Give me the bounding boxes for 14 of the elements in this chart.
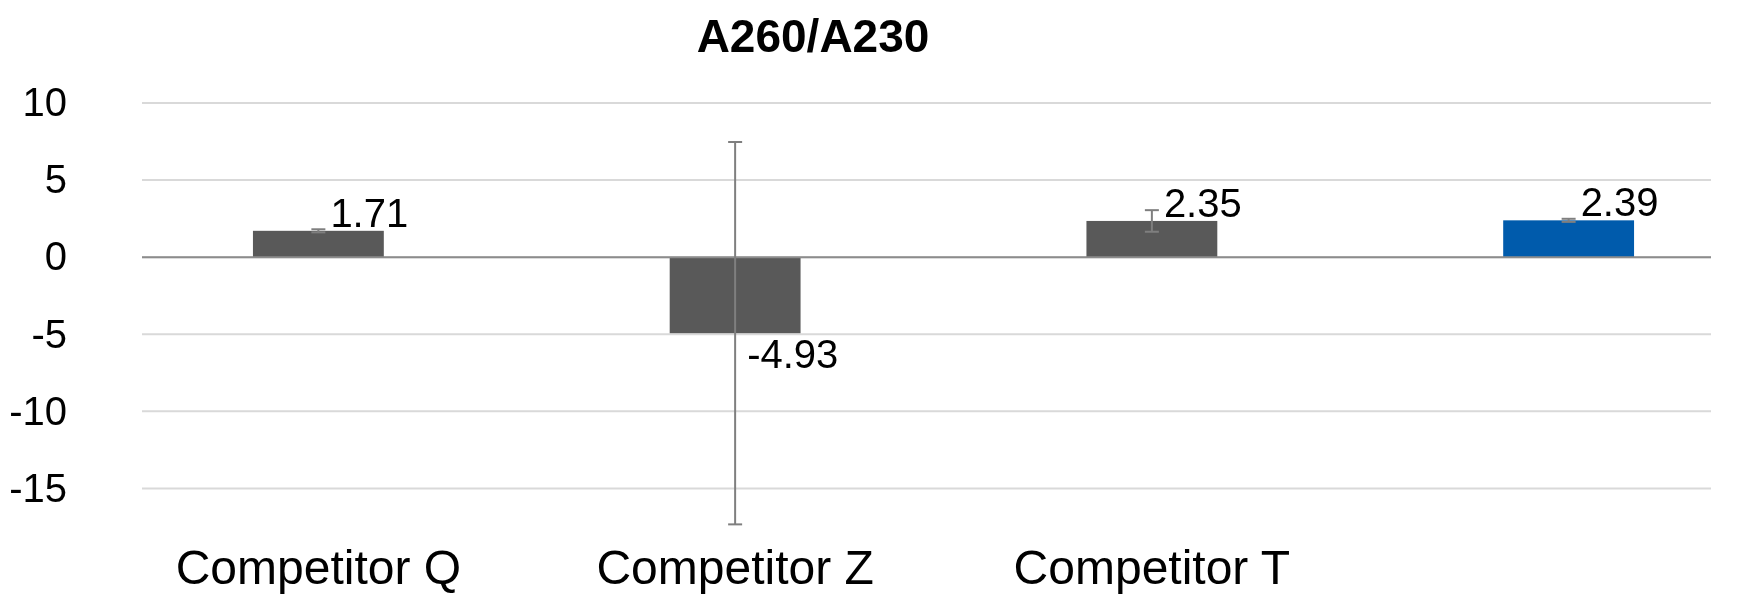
data-label: -4.93 <box>747 331 839 376</box>
chart-title: A260/A230 <box>696 10 930 62</box>
y-tick-label: -5 <box>31 311 67 356</box>
x-tick-label: Competitor T <box>1013 541 1291 594</box>
y-tick-label: 10 <box>22 80 67 125</box>
y-tick-label: 5 <box>44 157 67 202</box>
x-tick-label: Competitor Q <box>175 541 462 594</box>
y-tick-label: 0 <box>44 234 67 279</box>
data-label: 1.71 <box>330 190 409 235</box>
x-tick-label: Competitor Z <box>596 541 874 594</box>
y-tick-label: -10 <box>9 388 67 433</box>
y-tick-label: -15 <box>9 465 67 510</box>
data-label: 2.39 <box>1580 180 1659 225</box>
data-label: 2.35 <box>1163 180 1242 225</box>
